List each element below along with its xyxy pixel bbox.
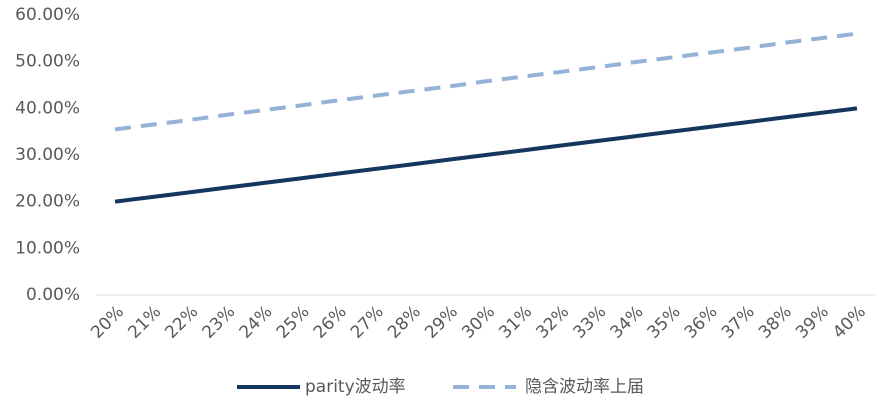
y-tick-label: 30.00%	[15, 145, 80, 165]
x-tick-label: 32%	[532, 302, 573, 343]
x-tick-label: 24%	[236, 302, 277, 343]
y-tick-label: 60.00%	[15, 5, 80, 25]
legend-label: 隐含波动率上届	[525, 377, 644, 397]
x-tick-label: 27%	[347, 302, 388, 343]
y-tick-label: 10.00%	[15, 238, 80, 258]
x-tick-label: 39%	[792, 302, 833, 343]
x-tick-label: 23%	[199, 302, 240, 343]
x-tick-label: 37%	[718, 302, 759, 343]
x-tick-label: 20%	[87, 302, 128, 343]
x-tick-label: 34%	[607, 302, 648, 343]
x-tick-label: 22%	[161, 302, 202, 343]
x-tick-label: 31%	[495, 302, 536, 343]
y-tick-label: 0.00%	[26, 285, 80, 305]
x-tick-label: 33%	[569, 302, 610, 343]
x-tick-label: 40%	[829, 302, 870, 343]
x-tick-label: 26%	[310, 302, 351, 343]
x-tick-label: 30%	[458, 302, 499, 343]
y-tick-label: 50.00%	[15, 52, 80, 72]
x-tick-label: 35%	[644, 302, 685, 343]
series-line	[114, 106, 858, 204]
y-tick-label: 20.00%	[15, 192, 80, 212]
x-tick-label: 28%	[384, 302, 425, 343]
x-tick-label: 25%	[273, 302, 314, 343]
y-tick-label: 40.00%	[15, 98, 80, 118]
x-tick-label: 36%	[681, 302, 722, 343]
legend-label: parity波动率	[305, 377, 406, 397]
x-tick-label: 38%	[755, 302, 796, 343]
x-tick-label: 21%	[124, 302, 165, 343]
x-tick-label: 29%	[421, 302, 462, 343]
series-line	[114, 31, 858, 132]
